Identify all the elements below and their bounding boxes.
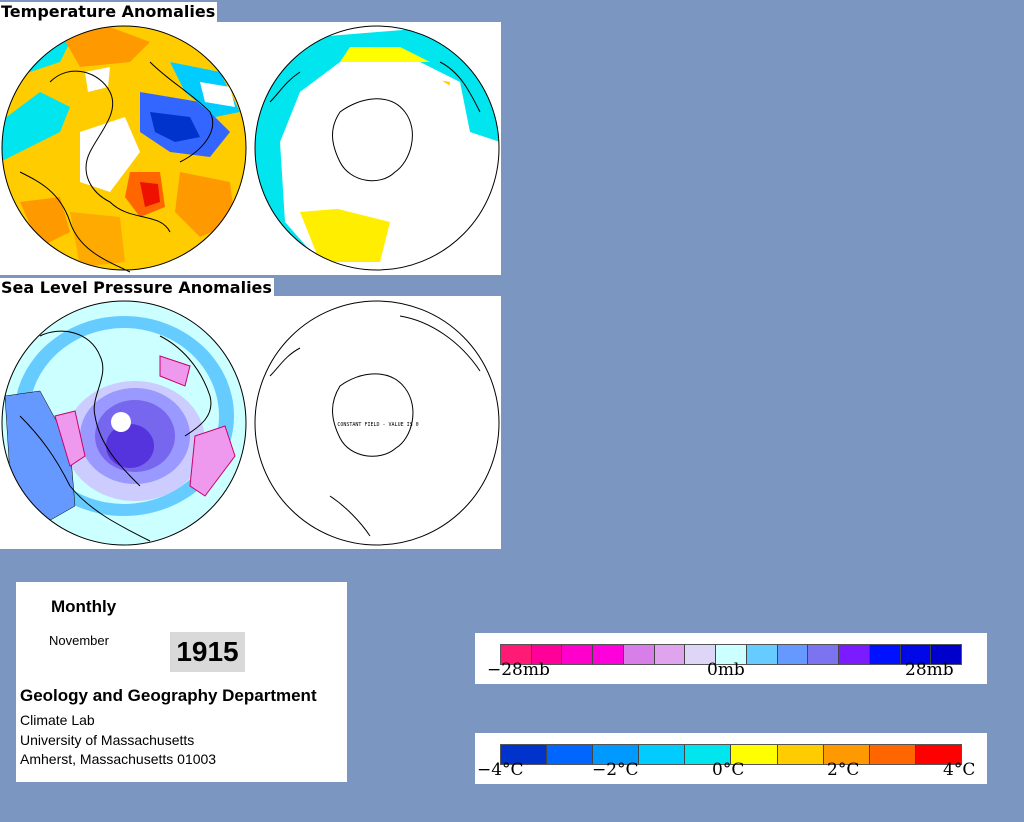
temperature-map-panel: [0, 22, 501, 275]
department-label: Geology and Geography Department: [20, 686, 317, 705]
pressure-swatch-3: [592, 645, 623, 664]
pressure-swatch-4: [622, 645, 654, 664]
temperature-label-pos4: 4°C: [943, 760, 976, 780]
temperature-label-neg2: −2°C: [592, 760, 639, 780]
pressure-swatch-5: [653, 645, 685, 664]
pressure-swatch-9: [776, 645, 808, 664]
pressure-swatch-14: [930, 645, 962, 664]
pressure-map-panel: CONSTANT FIELD - VALUE IS 0: [0, 296, 501, 549]
temperature-northern-hemisphere-map: [1, 25, 247, 273]
temperature-swatch-5: [730, 745, 777, 764]
temperature-section-title: Temperature Anomalies: [0, 2, 218, 22]
address-label: Amherst, Massachusetts 01003: [20, 751, 217, 767]
temperature-legend: −4°C −2°C 0°C 2°C 4°C: [475, 733, 987, 784]
temperature-label-neg4: −4°C: [477, 760, 524, 780]
pressure-label-min: −28mb: [487, 660, 550, 680]
pressure-label-max: 28mb: [905, 660, 954, 680]
constant-field-annotation: CONSTANT FIELD - VALUE IS 0: [337, 422, 418, 428]
pressure-swatch-8: [745, 645, 777, 664]
year-label: 1915: [170, 632, 245, 672]
temperature-swatch-8: [868, 745, 915, 764]
pressure-swatch-10: [807, 645, 839, 664]
temperature-swatch-3: [638, 745, 685, 764]
university-label: University of Massachusetts: [20, 732, 195, 748]
temperature-swatch-6: [776, 745, 823, 764]
temperature-swatch-1: [546, 745, 593, 764]
pressure-swatch-7: [715, 645, 746, 664]
month-label: November: [49, 633, 109, 648]
temperature-swatch-9: [914, 745, 961, 764]
temperature-swatch-2: [592, 745, 639, 764]
pressure-legend: −28mb 0mb 28mb: [475, 633, 987, 684]
info-box: Monthly November 1915 Geology and Geogra…: [16, 582, 347, 782]
pressure-swatch-12: [868, 645, 900, 664]
temperature-label-zero: 0°C: [712, 760, 745, 780]
pressure-section-title: Sea Level Pressure Anomalies: [0, 278, 274, 298]
pressure-swatch-6: [684, 645, 716, 664]
pressure-swatch-2: [561, 645, 593, 664]
pressure-colorbar: [500, 644, 962, 665]
temperature-southern-hemisphere-map: [254, 25, 500, 271]
pressure-swatch-0: [501, 645, 531, 664]
period-label: Monthly: [51, 597, 117, 616]
temperature-swatch-4: [684, 745, 731, 764]
pressure-swatch-1: [530, 645, 562, 664]
pressure-northern-hemisphere-map: [1, 300, 247, 546]
lab-label: Climate Lab: [20, 712, 95, 728]
pressure-label-zero: 0mb: [707, 660, 745, 680]
temperature-swatch-0: [501, 745, 547, 764]
temperature-label-pos2: 2°C: [827, 760, 860, 780]
temperature-colorbar: [500, 744, 962, 765]
pressure-southern-hemisphere-map: CONSTANT FIELD - VALUE IS 0: [254, 300, 500, 546]
pressure-swatch-13: [899, 645, 931, 664]
temperature-swatch-7: [822, 745, 869, 764]
pressure-swatch-11: [838, 645, 869, 664]
